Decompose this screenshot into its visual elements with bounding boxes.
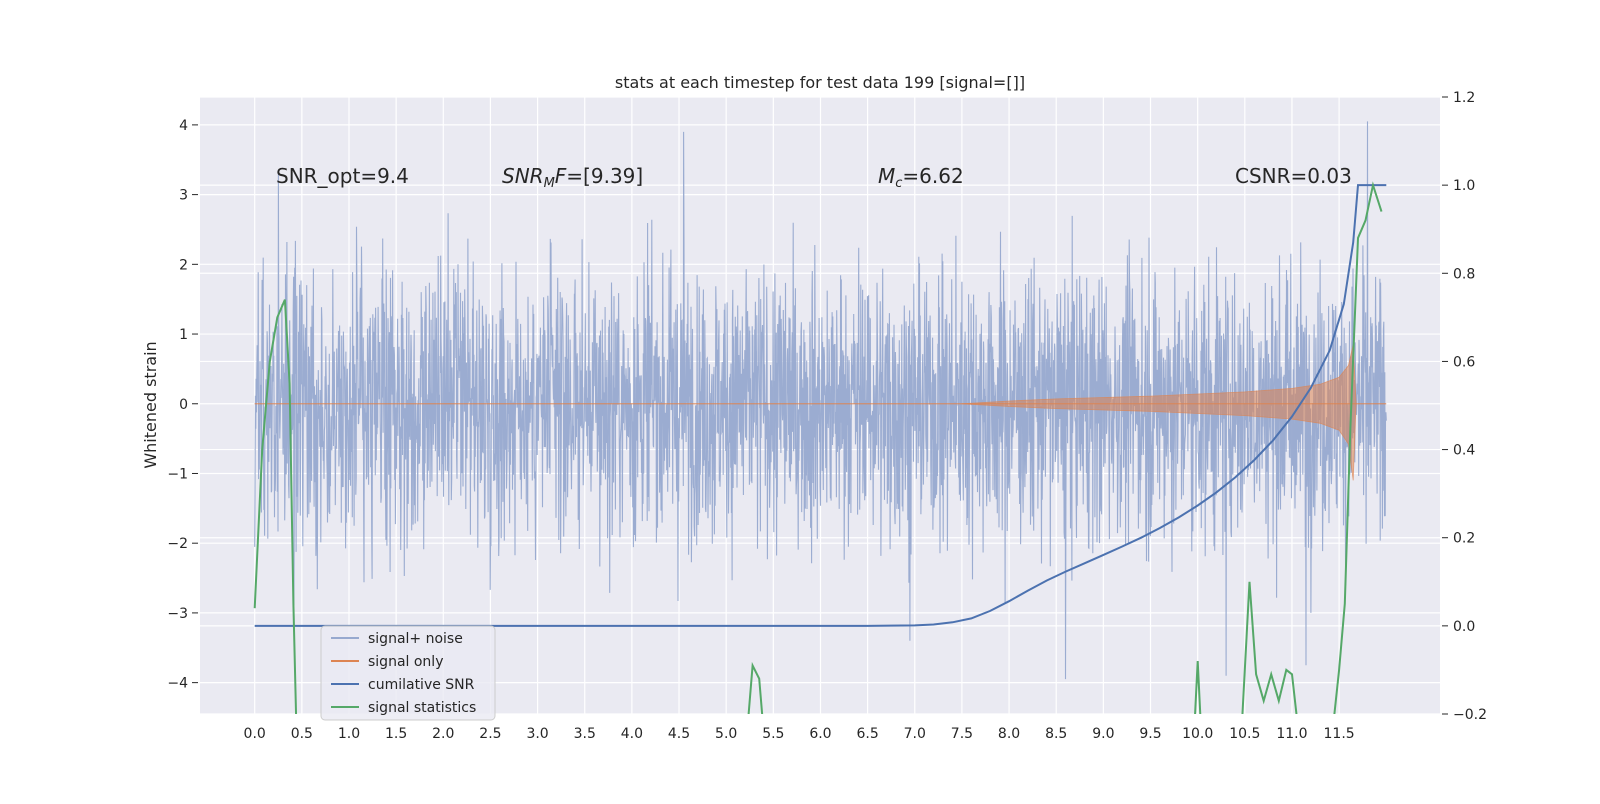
x-tick-label: 11.0 [1276, 726, 1307, 742]
annotation-mc-symbol: M [878, 164, 895, 188]
x-tick-label: 4.0 [621, 726, 643, 742]
annotation-snr-mf-value: =[9.39] [566, 164, 643, 188]
y-tick-label: 1 [179, 327, 188, 343]
y-tick-label: 4 [179, 118, 188, 134]
y2-tick-label: 0.6 [1453, 354, 1475, 370]
x-tick-label: 7.5 [951, 726, 973, 742]
y2-tick-label: 1.2 [1453, 90, 1475, 106]
signal-statistics-line [747, 661, 764, 714]
y2-tick-label: 0.4 [1453, 443, 1475, 459]
cumulative-snr-series [254, 184, 1387, 627]
x-tick-label: 4.5 [668, 726, 690, 742]
y-tick-label: 0 [179, 397, 188, 413]
x-tick-label: 5.5 [762, 726, 784, 742]
x-axis: 0.0 0.5 1.0 1.5 2.0 2.5 3.0 3.5 4.0 4.5 5.0 5.5 6.0 6… [244, 726, 1355, 742]
y-tick-label: −1 [167, 466, 188, 482]
signal-statistics-line [1241, 581, 1298, 714]
y-tick-label: −4 [167, 676, 188, 692]
x-tick-label: 3.5 [574, 726, 596, 742]
x-tick-label: 1.0 [338, 726, 360, 742]
legend-label-csnr: cumilative SNR [368, 677, 475, 693]
annotation-snr-mf-subscript: M [544, 176, 555, 191]
x-tick-label: 5.0 [715, 726, 737, 742]
cumulative-snr-line [254, 184, 1387, 627]
x-tick-label: 9.0 [1092, 726, 1114, 742]
y-axis-left: 4 3 2 1 0 −1 −2 −3 −4 [167, 118, 198, 692]
x-tick-label: 7.0 [904, 726, 926, 742]
x-tick-label: 8.0 [998, 726, 1020, 742]
x-tick-label: 11.5 [1324, 726, 1355, 742]
y-tick-label: −3 [167, 606, 188, 622]
x-tick-label: 1.5 [385, 726, 407, 742]
x-tick-label: 2.0 [432, 726, 454, 742]
signal-only-series [254, 344, 1387, 481]
signal-statistics-line [1333, 181, 1383, 714]
legend-label-noise: signal+ noise [368, 631, 463, 647]
y-tick-label: 3 [179, 188, 188, 204]
chart-title: stats at each timestep for test data 199… [615, 73, 1025, 92]
annotation-snr-opt: SNR_opt=9.4 [276, 164, 409, 188]
x-tick-label: 6.5 [856, 726, 878, 742]
y-axis-right: 1.2 1.0 0.8 0.6 0.4 0.2 0.0 −0.2 [1442, 90, 1487, 723]
y2-tick-label: 0.2 [1453, 531, 1475, 547]
x-tick-label: 9.5 [1139, 726, 1161, 742]
y2-tick-label: 0.8 [1453, 266, 1475, 282]
x-tick-label: 6.0 [809, 726, 831, 742]
annotation-mc: Mc=6.62 [878, 164, 964, 191]
y-tick-label: −2 [167, 536, 188, 552]
legend-label-stats: signal statistics [368, 700, 476, 716]
y-tick-label: 2 [179, 257, 188, 273]
y2-tick-label: 1.0 [1453, 178, 1475, 194]
x-tick-label: 2.5 [479, 726, 501, 742]
annotation-snr-mf: SNRMF=[9.39] [502, 164, 643, 191]
x-tick-label: 0.0 [244, 726, 266, 742]
signal-statistics-line [1194, 661, 1202, 714]
annotation-snr-mf-symbol: SNR [502, 164, 544, 188]
grid [200, 96, 1440, 715]
annotation-snr-mf-symbol-2: F [555, 164, 567, 188]
x-tick-label: 10.5 [1229, 726, 1260, 742]
legend-label-signal: signal only [368, 654, 443, 670]
signal-only-chirp [961, 344, 1357, 481]
x-tick-label: 0.5 [291, 726, 313, 742]
annotation-mc-subscript: c [895, 176, 902, 191]
signal-statistics-line [253, 299, 298, 714]
x-tick-label: 8.5 [1045, 726, 1067, 742]
y2-tick-label: −0.2 [1453, 707, 1487, 723]
y2-tick-label: 0.0 [1453, 619, 1475, 635]
annotation-mc-value: =6.62 [902, 164, 963, 188]
legend: signal+ noise signal only cumilative SNR… [320, 625, 496, 721]
y-axis-label: Whitened strain [141, 341, 160, 468]
legend-box [320, 625, 496, 721]
annotation-csnr: CSNR=0.03 [1235, 164, 1352, 188]
x-tick-label: 3.0 [526, 726, 548, 742]
signal-statistics-series [253, 181, 1383, 714]
x-tick-label: 10.0 [1182, 726, 1213, 742]
